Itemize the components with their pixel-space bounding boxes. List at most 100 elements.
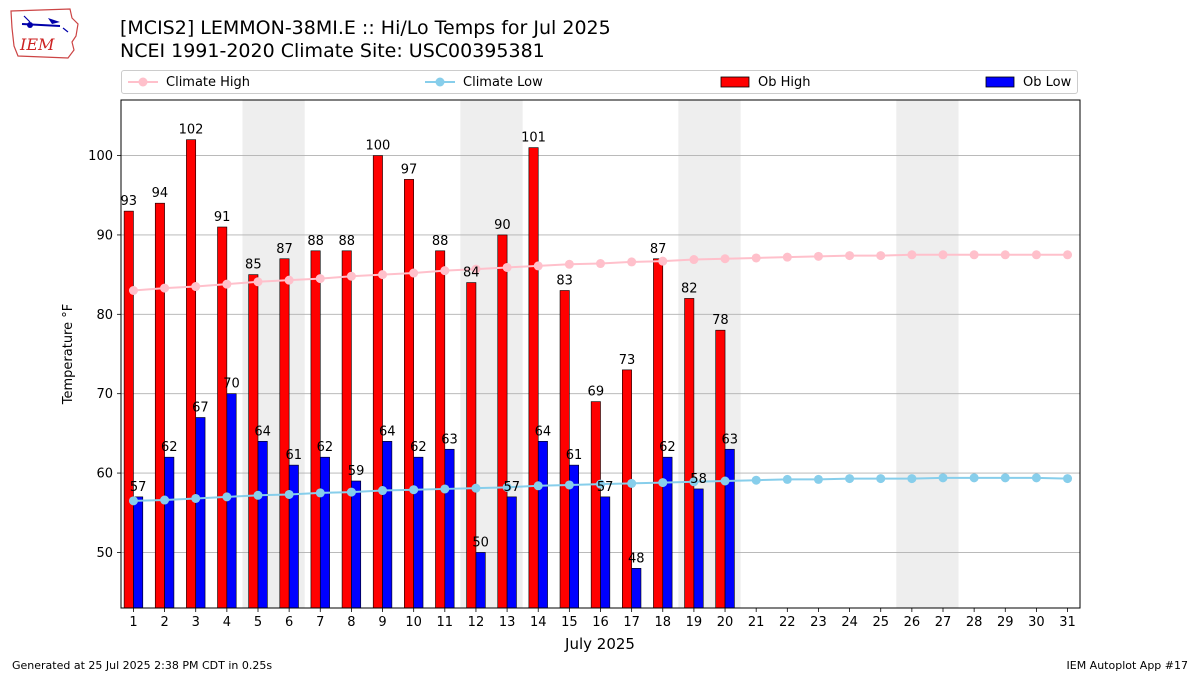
ob-high-value-label: 78 — [712, 313, 729, 328]
ob-high-value-label: 83 — [556, 274, 573, 289]
x-tick-label: 9 — [378, 615, 386, 630]
legend-ob-high-swatch-icon — [720, 76, 750, 88]
x-tick-label: 28 — [966, 615, 983, 630]
x-tick-label: 29 — [997, 615, 1014, 630]
legend-label: Ob High — [758, 74, 811, 90]
ob-low-bar — [537, 441, 548, 609]
ob-high-value-label: 87 — [650, 242, 667, 257]
ob-low-bar — [133, 496, 144, 609]
ob-high-value-label: 87 — [276, 242, 293, 257]
ob-high-value-label: 88 — [432, 234, 449, 249]
ob-low-bar — [257, 441, 268, 609]
ob-low-value-label: 62 — [161, 440, 178, 455]
climate-high-point — [191, 282, 201, 292]
ob-high-bar — [528, 147, 539, 609]
ob-high-value-label: 84 — [463, 266, 480, 281]
climate-high-point — [128, 286, 138, 295]
x-tick-label: 25 — [872, 615, 889, 630]
x-tick-label: 23 — [810, 615, 827, 630]
ob-low-value-label: 61 — [566, 448, 583, 463]
ob-high-value-label: 73 — [619, 353, 636, 368]
climate-low-point — [596, 479, 605, 489]
climate-high-point — [284, 275, 294, 285]
x-axis-label: July 2025 — [564, 635, 635, 653]
ob-low-bar — [444, 448, 455, 609]
ob-high-value-label: 69 — [588, 385, 605, 400]
ob-high-value-label: 102 — [179, 123, 204, 138]
ob-high-bar — [217, 226, 228, 609]
climate-high-point — [1031, 250, 1041, 260]
climate-low-point — [253, 490, 263, 500]
ob-low-bar — [693, 488, 704, 609]
y-tick-label: 100 — [88, 149, 113, 164]
climate-high-point — [502, 262, 512, 272]
ob-low-bar — [226, 393, 237, 609]
climate-high-point — [1000, 250, 1010, 260]
climate-low-point — [284, 489, 294, 499]
climate-high-point — [720, 254, 730, 264]
x-tick-label: 6 — [285, 615, 293, 630]
climate-high-point — [751, 253, 761, 263]
weekend-shade — [460, 100, 523, 608]
x-tick-label: 27 — [935, 615, 952, 630]
x-tick-label: 7 — [316, 615, 324, 630]
x-tick-label: 2 — [160, 615, 168, 630]
climate-low-point — [502, 482, 512, 492]
ob-low-bar — [475, 552, 486, 609]
ob-high-bar — [559, 290, 570, 609]
ob-high-value-label: 88 — [307, 234, 324, 249]
ob-low-bar — [319, 456, 330, 609]
legend-ob-low-swatch-icon — [985, 76, 1015, 88]
ob-high-bar — [154, 202, 165, 609]
ob-high-value-label: 90 — [494, 218, 511, 233]
x-tick-label: 24 — [841, 615, 858, 630]
ob-high-bar — [279, 258, 290, 609]
ob-high-bar — [186, 139, 197, 609]
climate-high-point — [533, 261, 543, 271]
ob-high-value-label: 88 — [338, 234, 355, 249]
ob-high-value-label: 93 — [121, 194, 138, 209]
y-tick-label: 90 — [96, 228, 113, 243]
climate-high-point — [471, 264, 481, 274]
ob-low-bar — [724, 448, 735, 609]
climate-low-point — [1000, 473, 1010, 483]
climate-high-point — [409, 268, 419, 278]
climate-high-point — [160, 283, 170, 293]
legend-climate-high-marker-icon — [128, 77, 158, 87]
x-tick-label: 4 — [223, 615, 231, 630]
ob-low-value-label: 64 — [535, 424, 552, 439]
ob-high-bar — [590, 401, 601, 609]
x-tick-label: 19 — [686, 615, 703, 630]
ob-low-value-label: 57 — [597, 480, 614, 495]
climate-low-point — [969, 473, 979, 483]
plot-frame — [120, 99, 1081, 609]
climate-low-point — [1031, 473, 1041, 483]
climate-low-point — [471, 483, 481, 493]
climate-high-point — [876, 251, 886, 261]
ob-high-bar — [123, 210, 134, 609]
app-id: IEM Autoplot App #17 — [1066, 659, 1189, 672]
ob-low-bar — [662, 456, 673, 609]
ob-low-value-label: 58 — [690, 472, 707, 487]
ob-low-bar — [600, 496, 611, 609]
y-tick-label: 80 — [96, 308, 113, 323]
x-tick-label: 13 — [499, 615, 516, 630]
ob-low-value-label: 62 — [317, 440, 334, 455]
ob-high-bar — [435, 250, 446, 609]
legend-label: Climate Low — [463, 74, 543, 90]
climate-low-line — [133, 476, 1068, 502]
ob-high-value-label: 100 — [365, 139, 390, 154]
ob-high-bar — [621, 369, 632, 609]
iem-logo: IEM — [8, 6, 82, 60]
climate-high-point — [440, 266, 450, 276]
y-tick-label: 70 — [96, 387, 113, 402]
legend-item-climate-high: Climate High — [128, 71, 250, 93]
climate-low-point — [876, 474, 886, 484]
ob-high-bar — [248, 274, 259, 609]
chart-title: [MCIS2] LEMMON-38MI.E :: Hi/Lo Temps for… — [120, 17, 611, 39]
ob-low-bar — [164, 456, 175, 609]
ob-high-value-label: 82 — [681, 281, 698, 296]
x-tick-label: 17 — [623, 615, 640, 630]
ob-low-value-label: 63 — [721, 432, 738, 447]
